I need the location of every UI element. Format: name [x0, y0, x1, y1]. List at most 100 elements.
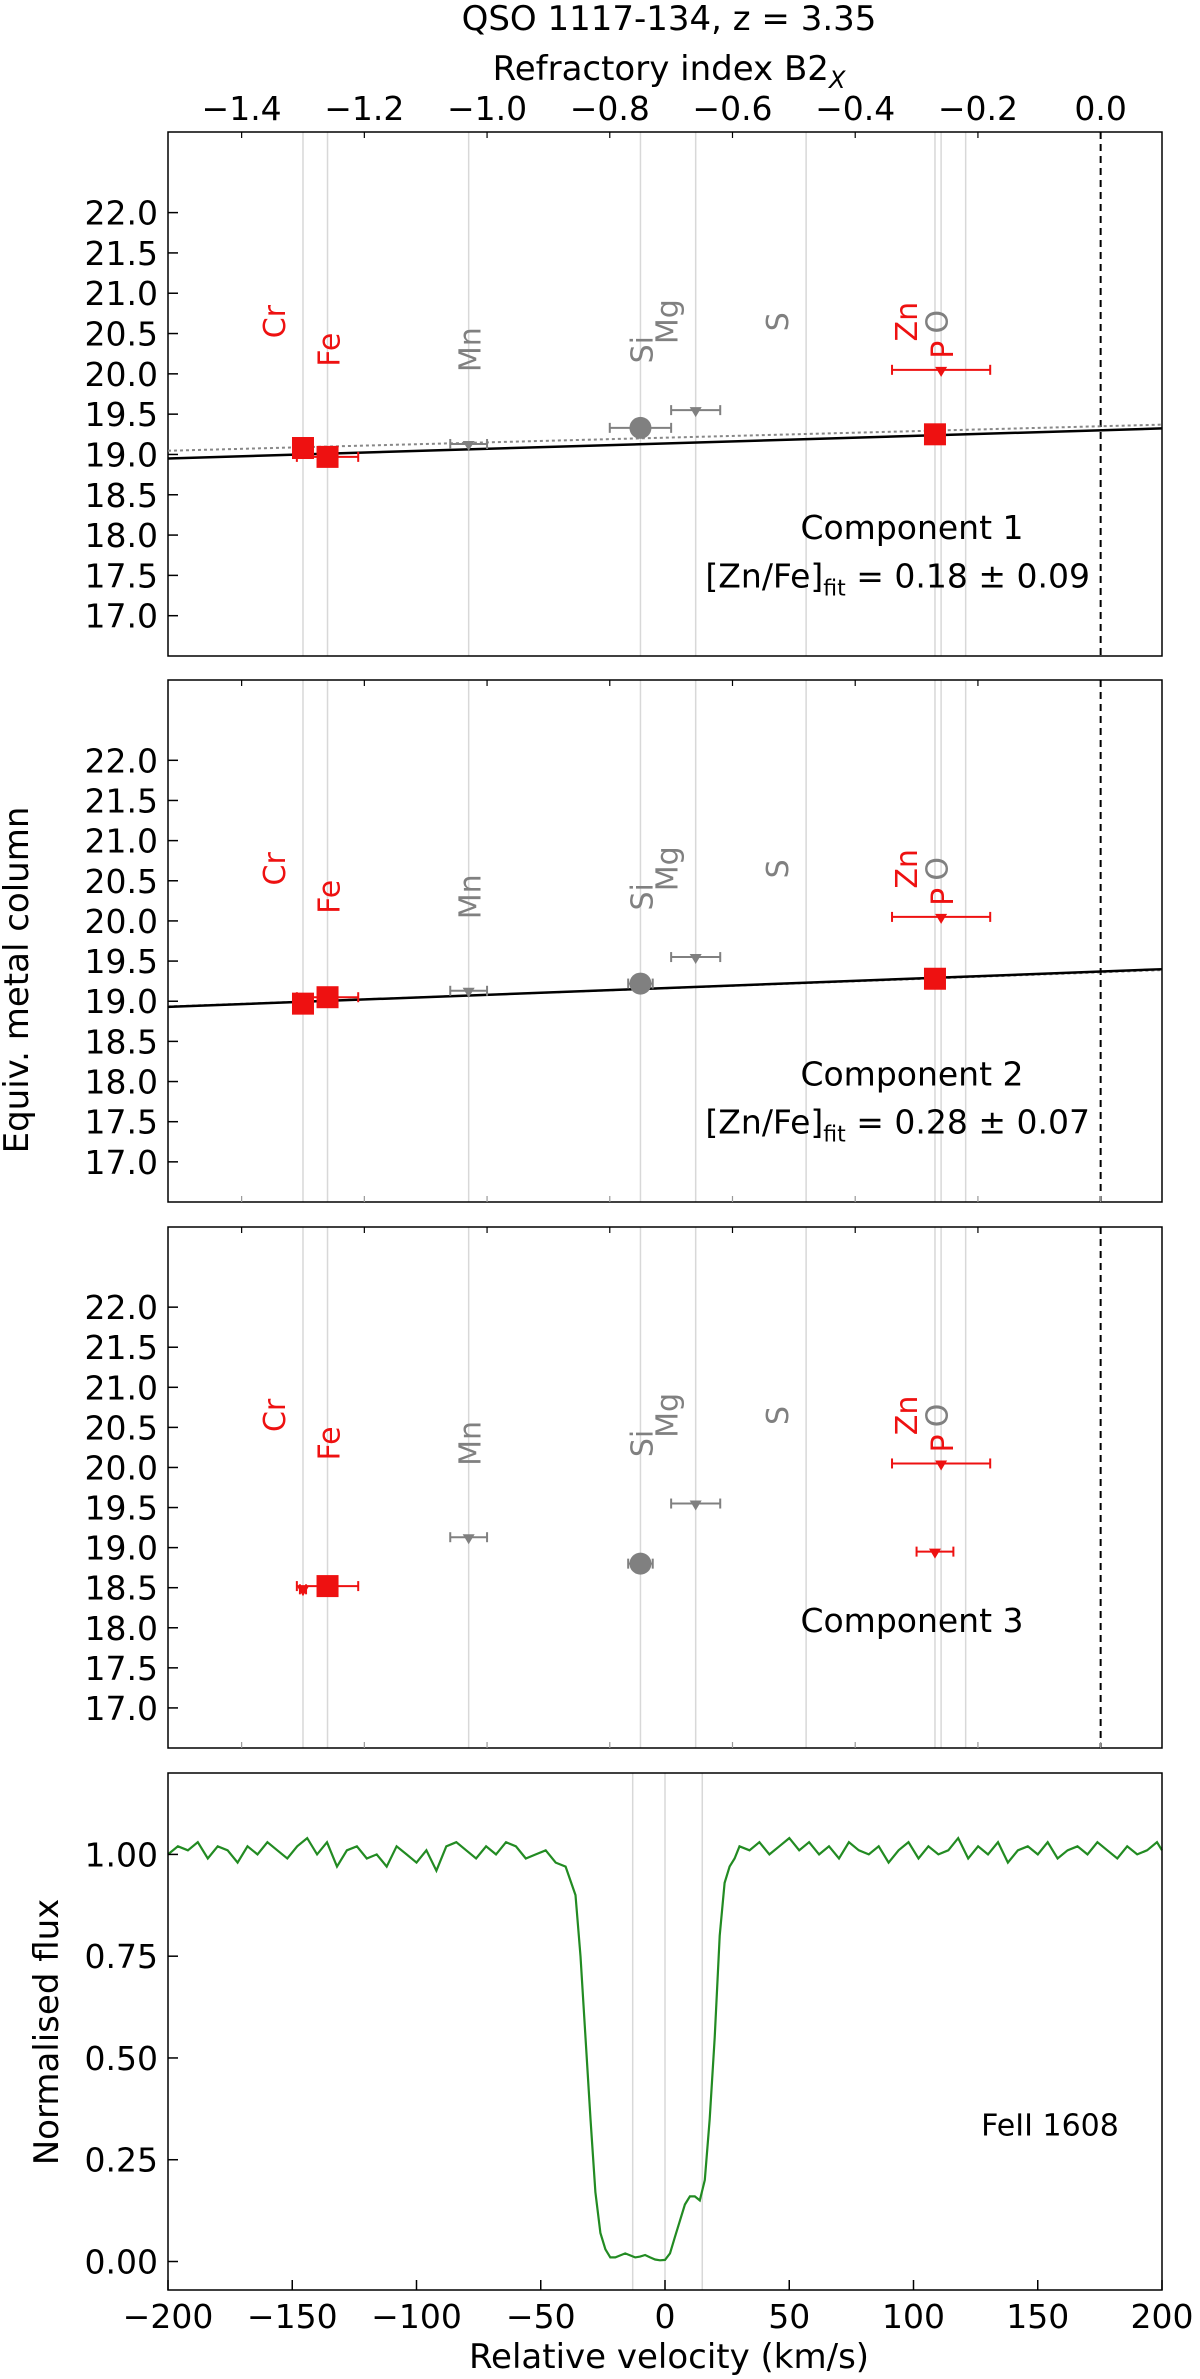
element-label-zn: Zn — [890, 302, 925, 342]
fit-label-subscript: fit — [823, 1123, 846, 1148]
data-point-p — [935, 913, 948, 924]
flux-spectrum-panel: −200 −150 −100 −50 0 50 100 150 200 0.00 0.25 0.50 0… — [27, 1772, 1194, 2377]
panel-frame — [167, 1226, 1163, 1749]
element-label-si: Si — [625, 1430, 660, 1457]
y-tick-label: 21.0 — [85, 274, 158, 313]
fit-label-subscript: fit — [823, 576, 846, 601]
transition-label: FeII 1608 — [981, 2108, 1119, 2143]
y-tick-label: 0.00 — [85, 2243, 158, 2282]
component-1-panel: 17.017.518.018.519.019.520.020.521.021.5… — [85, 131, 1163, 657]
element-label-s: S — [761, 312, 796, 331]
x-tick-label: −150 — [247, 2297, 338, 2336]
figure-title: QSO 1117-134, z = 3.35 — [462, 0, 877, 39]
top-axis-tick-label: −1.2 — [324, 89, 404, 128]
element-label-fe: Fe — [313, 1426, 348, 1460]
y-tick-label: 20.5 — [85, 862, 158, 901]
element-label-fe: Fe — [313, 880, 348, 914]
y-tick-label: 21.0 — [85, 1368, 158, 1407]
element-label-si: Si — [625, 883, 660, 910]
y-tick-label: 19.0 — [85, 982, 158, 1021]
element-label-mg: Mg — [651, 1393, 686, 1438]
y-tick-label: 19.0 — [85, 1529, 158, 1568]
element-label-mg: Mg — [651, 299, 686, 344]
element-label-si: Si — [625, 336, 660, 363]
y-axis-label: Normalised flux — [27, 1899, 67, 2166]
data-point-cr — [296, 1586, 309, 1597]
x-tick-label: 100 — [882, 2297, 945, 2336]
y-tick-label: 18.5 — [85, 1022, 158, 1061]
top-axis-tick-label: −1.0 — [447, 89, 527, 128]
y-tick-label: 20.0 — [85, 1448, 158, 1487]
data-point-fe — [316, 445, 339, 468]
top-axis-tick-label: −0.6 — [692, 89, 772, 128]
top-axis-tick-label: −0.4 — [815, 89, 895, 128]
panel-frame — [167, 679, 1163, 1203]
element-label-cr: Cr — [258, 304, 293, 338]
y-tick-label: 18.0 — [85, 516, 158, 555]
component-2-panel: 17.017.518.018.519.019.520.020.521.021.5… — [85, 679, 1163, 1203]
y-tick-label: 22.0 — [85, 194, 158, 233]
x-tick-label: 200 — [1131, 2297, 1194, 2336]
data-point-mg — [689, 1500, 702, 1511]
reference-fit-line — [167, 423, 1163, 452]
y-tick-label: 0.75 — [85, 1937, 158, 1976]
data-point-cr — [291, 437, 314, 460]
data-point-si — [629, 1552, 652, 1575]
data-point-mn — [462, 987, 475, 998]
element-label-p: P — [926, 888, 961, 906]
element-label-fe: Fe — [313, 333, 348, 367]
y-tick-label: 22.0 — [85, 1288, 158, 1327]
y-tick-label: 21.0 — [85, 822, 158, 861]
data-point-zn — [923, 967, 946, 990]
y-tick-label: 18.0 — [85, 1063, 158, 1102]
data-point-cr — [291, 992, 314, 1015]
y-tick-label: 17.5 — [85, 1649, 158, 1688]
panel-frame — [167, 131, 1163, 657]
element-label-cr: Cr — [258, 1398, 293, 1432]
component-label: Component 2 — [800, 1055, 1023, 1094]
y-tick-label: 22.0 — [85, 741, 158, 780]
equiv-metal-column-label: Equiv. metal column — [0, 807, 37, 1154]
top-axis-tick-label: −1.4 — [202, 89, 282, 128]
element-label-cr: Cr — [258, 852, 293, 886]
data-point-mn — [462, 1534, 475, 1545]
data-point-si — [629, 416, 652, 439]
element-label-zn: Zn — [890, 1396, 925, 1436]
x-tick-label: −200 — [123, 2297, 214, 2336]
y-tick-label: 20.5 — [85, 1408, 158, 1447]
element-label-o: O — [921, 857, 956, 881]
element-label-s: S — [761, 1406, 796, 1425]
data-point-si — [629, 972, 652, 995]
fit-label: [Zn/Fe] — [705, 1103, 823, 1142]
y-tick-label: 20.0 — [85, 355, 158, 394]
y-tick-label: 17.0 — [85, 1143, 158, 1182]
element-label-mg: Mg — [651, 846, 686, 891]
y-tick-label: 19.5 — [85, 1489, 158, 1528]
data-point-mg — [689, 954, 702, 965]
top-axis-tick-label: −0.2 — [938, 89, 1018, 128]
fit-label: [Zn/Fe] — [705, 556, 823, 595]
data-point-zn — [928, 1548, 941, 1559]
y-tick-label: 20.0 — [85, 902, 158, 941]
y-tick-label: 19.5 — [85, 395, 158, 434]
y-tick-label: 17.5 — [85, 556, 158, 595]
x-tick-label: 0 — [655, 2297, 676, 2336]
zn-fe-fit-result: [Zn/Fe]fit = 0.28 ± 0.07 — [705, 1103, 1090, 1148]
y-tick-label: 18.5 — [85, 476, 158, 515]
y-tick-label: 21.5 — [85, 781, 158, 820]
data-point-p — [935, 366, 948, 377]
data-point-mg — [689, 407, 702, 418]
element-label-zn: Zn — [890, 849, 925, 889]
y-tick-label: 17.0 — [85, 1689, 158, 1728]
y-tick-label: 19.0 — [85, 435, 158, 474]
element-label-p: P — [926, 341, 961, 359]
y-tick-label: 21.5 — [85, 234, 158, 273]
top-axis-label-subscript: X — [827, 66, 846, 94]
y-tick-label: 18.0 — [85, 1609, 158, 1648]
fit-value: = 0.18 ± 0.09 — [846, 556, 1090, 595]
data-point-mn — [462, 440, 475, 451]
x-tick-label: 150 — [1006, 2297, 1069, 2336]
y-tick-label: 1.00 — [85, 1835, 158, 1874]
flux-spectrum-line — [167, 1836, 1163, 2262]
